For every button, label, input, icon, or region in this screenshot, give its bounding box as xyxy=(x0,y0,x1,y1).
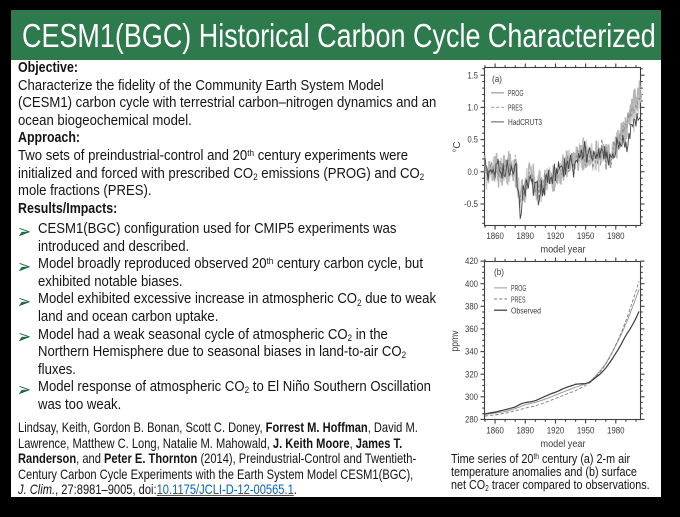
svg-text:0.0: 0.0 xyxy=(468,167,479,177)
svg-text:320: 320 xyxy=(465,369,478,379)
svg-text:380: 380 xyxy=(465,301,478,311)
svg-text:340: 340 xyxy=(465,347,478,357)
svg-text:Observed: Observed xyxy=(511,305,541,315)
svg-text:1890: 1890 xyxy=(517,426,535,436)
svg-text:300: 300 xyxy=(465,392,478,402)
svg-text:360: 360 xyxy=(465,324,478,334)
svg-text:model year: model year xyxy=(541,245,587,256)
svg-text:1860: 1860 xyxy=(486,426,504,436)
svg-text:PRES: PRES xyxy=(508,102,523,112)
svg-text:0.5: 0.5 xyxy=(468,135,479,145)
svg-text:PRES: PRES xyxy=(511,294,526,304)
svg-text:-0.5: -0.5 xyxy=(464,199,478,209)
svg-text:1.5: 1.5 xyxy=(468,70,479,80)
svg-text:1920: 1920 xyxy=(547,231,565,241)
svg-text:°C: °C xyxy=(452,141,463,152)
svg-text:(a): (a) xyxy=(492,74,502,84)
svg-text:420: 420 xyxy=(465,256,478,266)
svg-text:PROG: PROG xyxy=(508,88,524,98)
svg-text:1.0: 1.0 xyxy=(468,103,479,113)
svg-text:1980: 1980 xyxy=(607,426,625,436)
svg-text:1950: 1950 xyxy=(577,426,595,436)
svg-text:1950: 1950 xyxy=(577,231,595,241)
svg-text:1890: 1890 xyxy=(517,231,535,241)
svg-text:400: 400 xyxy=(465,279,478,289)
svg-text:HadCRUT3: HadCRUT3 xyxy=(508,117,542,127)
svg-text:1860: 1860 xyxy=(486,231,504,241)
svg-text:PROG: PROG xyxy=(511,283,527,293)
svg-text:(b): (b) xyxy=(494,267,504,277)
svg-text:model year: model year xyxy=(541,439,587,450)
svg-text:1920: 1920 xyxy=(547,426,565,436)
svg-text:1980: 1980 xyxy=(607,231,625,241)
svg-text:280: 280 xyxy=(465,415,478,425)
svg-text:ppmv: ppmv xyxy=(450,331,461,352)
